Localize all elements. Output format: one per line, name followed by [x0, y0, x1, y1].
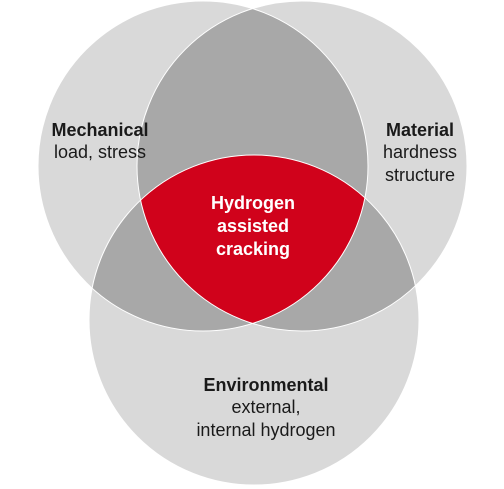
set-title: Environmental — [203, 375, 328, 395]
set-line: structure — [385, 165, 455, 185]
outline — [88, 154, 420, 486]
outline — [136, 0, 468, 332]
center-line: Hydrogen — [211, 193, 295, 213]
set-line: hardness — [383, 142, 457, 162]
overlap-center — [137, 155, 368, 331]
circles — [37, 0, 468, 486]
center-line: assisted — [217, 216, 289, 236]
set-title: Mechanical — [51, 120, 148, 140]
center-line: cracking — [216, 239, 290, 259]
set-line: external, — [231, 397, 300, 417]
set-line: load, stress — [54, 142, 146, 162]
outline — [37, 0, 369, 332]
set-title: Material — [386, 120, 454, 140]
set-line: internal hydrogen — [196, 420, 335, 440]
